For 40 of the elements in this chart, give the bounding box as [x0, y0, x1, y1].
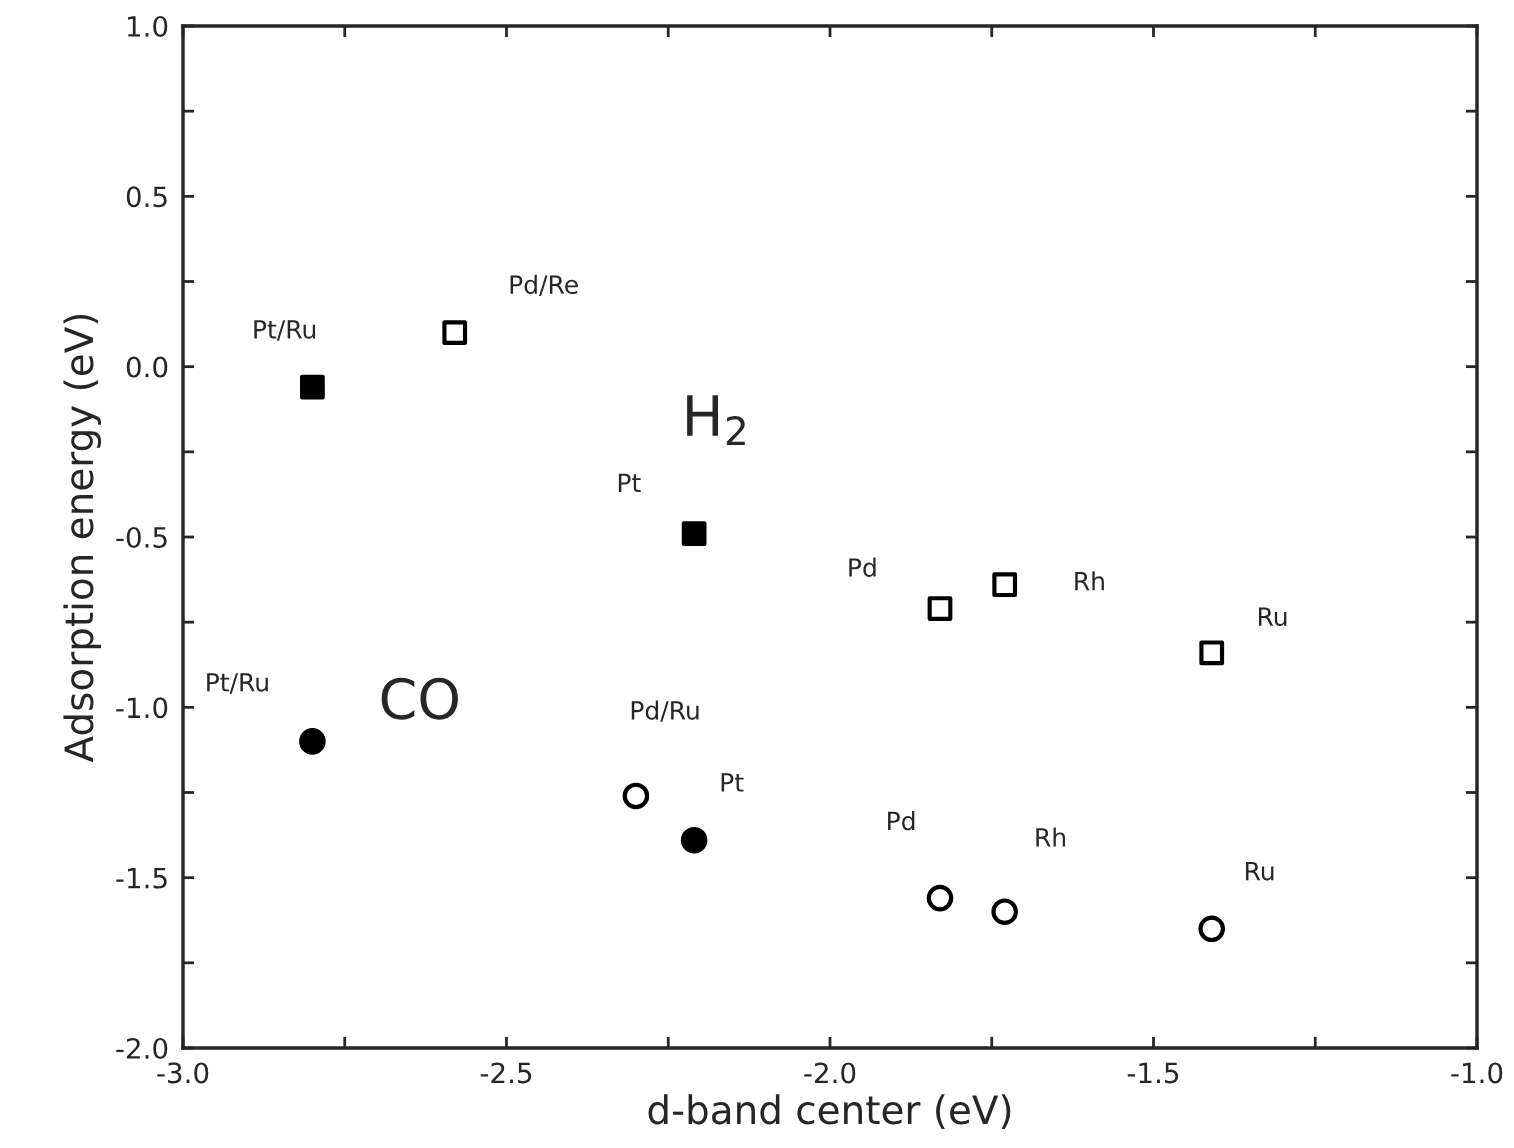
annotation: Pd	[888, 811, 915, 831]
point	[442, 320, 468, 345]
annotation: Ru	[1258, 607, 1287, 627]
y-tick-label: -1.5	[116, 867, 167, 889]
point	[927, 596, 953, 621]
annotation: Pt/Ru	[207, 673, 268, 694]
y-axis-title: Adsorption energy (eV)	[63, 314, 102, 763]
x-tick-label: -3.0	[157, 1062, 209, 1084]
y-tick-label: 0.0	[126, 356, 168, 378]
point	[681, 521, 707, 546]
annotation: Rh	[1036, 827, 1066, 847]
y-tick-label: -0.5	[116, 526, 167, 548]
annotation: H$_{2}$	[687, 395, 745, 445]
annotation: Pt	[721, 773, 744, 792]
point	[299, 728, 326, 755]
point	[926, 884, 954, 912]
annotation: Ru	[1246, 861, 1274, 881]
x-tick-label: -1.5	[1127, 1062, 1179, 1084]
x-tick-label: -2.5	[480, 1062, 532, 1084]
annotation: Pd/Re	[510, 274, 578, 296]
point	[1198, 915, 1226, 943]
annotation: Pd/Ru	[631, 700, 699, 722]
annotation: CO	[381, 677, 458, 720]
y-tick-label: 0.5	[126, 186, 167, 208]
point	[300, 374, 325, 400]
point	[992, 572, 1018, 598]
annotation: Rh	[1075, 571, 1104, 591]
x-axis-title: d-band center (eV)	[648, 1094, 1011, 1130]
point	[680, 826, 708, 854]
annotation: Pt/Ru	[254, 320, 316, 341]
y-tick-label: -1.0	[116, 697, 168, 719]
point	[1199, 640, 1225, 666]
y-tick-label: 1.0	[127, 15, 168, 37]
annotation: Pd	[849, 557, 876, 577]
x-tick-label: -2.0	[804, 1062, 856, 1084]
point	[622, 782, 650, 810]
y-tick-label: -2.0	[116, 1037, 168, 1059]
point	[991, 898, 1018, 926]
annotation: Pt	[618, 473, 641, 492]
x-tick-label: -1.0	[1451, 1062, 1503, 1084]
